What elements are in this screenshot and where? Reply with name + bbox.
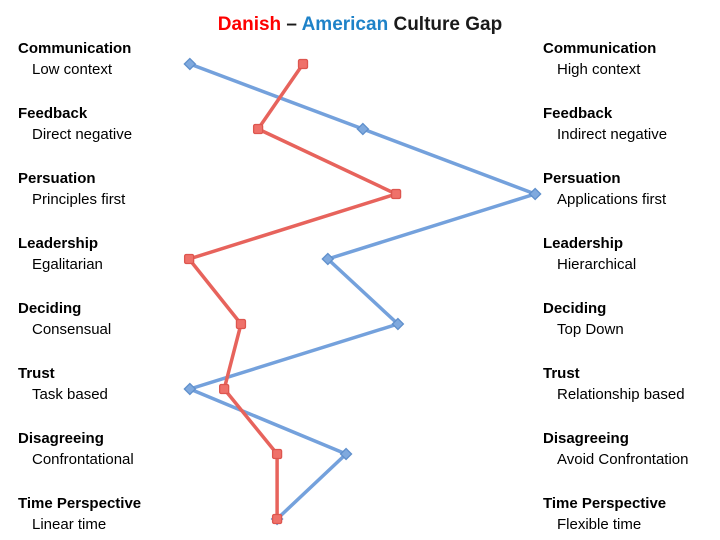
dimension-left-pole-label: Egalitarian <box>32 256 103 273</box>
danish-point-marker <box>297 58 309 70</box>
title-part-3: Culture Gap <box>388 14 503 35</box>
dimension-row-left: Leadership Egalitarian <box>18 233 188 275</box>
danish-line <box>187 62 398 521</box>
dimension-name: Feedback <box>543 105 613 122</box>
dimension-name: Leadership <box>543 235 624 252</box>
dimension-left-pole-label: Direct negative <box>32 126 133 143</box>
dimension-row-left: Communication Low context <box>18 38 188 80</box>
dimension-name: Feedback <box>18 105 88 122</box>
dimension-name: Communication <box>18 40 132 57</box>
american-point-marker <box>391 317 405 331</box>
american-point-marker <box>356 122 370 136</box>
dimension-name: Time Perspective <box>18 495 142 512</box>
dimension-name: Leadership <box>18 235 99 252</box>
dimension-name: Persuation <box>18 170 96 187</box>
dimension-right-pole-label: Top Down <box>557 321 624 338</box>
dimension-name: Communication <box>543 40 657 57</box>
danish-point-marker <box>235 318 247 330</box>
dimension-name: Disagreeing <box>543 430 629 447</box>
dimension-row-left: Time Perspective Linear time <box>18 493 188 535</box>
dimension-left-pole-label: Confrontational <box>32 451 134 468</box>
title-part-1: – <box>281 14 302 35</box>
dimension-name: Deciding <box>543 300 607 317</box>
american-point-marker <box>321 252 335 266</box>
american-point-marker <box>183 382 197 396</box>
dimension-right-pole-label: Indirect negative <box>557 126 668 143</box>
american-line <box>188 62 537 521</box>
danish-point-marker <box>252 123 264 135</box>
dimension-name: Deciding <box>18 300 82 317</box>
dimension-name: Disagreeing <box>18 430 104 447</box>
dimension-name: Trust <box>543 365 580 382</box>
dimension-row-right: Trust Relationship based <box>543 363 718 405</box>
dimension-row-left: Trust Task based <box>18 363 188 405</box>
page-title: Danish – American Culture Gap <box>0 14 720 36</box>
dimension-row-right: Time Perspective Flexible time <box>543 493 718 535</box>
american-point-marker <box>183 57 197 71</box>
dimension-right-pole-label: Relationship based <box>557 386 685 403</box>
danish-point-marker <box>271 513 283 525</box>
title-part-2: American <box>301 14 389 35</box>
dimension-right-pole-label: High context <box>557 61 641 78</box>
dimension-name: Trust <box>18 365 55 382</box>
danish-point-marker <box>183 253 195 265</box>
dimension-name: Persuation <box>543 170 621 187</box>
title-part-0: Danish <box>217 14 282 35</box>
danish-point-marker <box>271 448 283 460</box>
american-point-marker <box>339 447 353 461</box>
dimension-left-pole-label: Linear time <box>32 516 107 533</box>
dimension-row-left: Persuation Principles first <box>18 168 188 210</box>
dimension-row-left: Deciding Consensual <box>18 298 188 340</box>
dimension-left-pole-label: Low context <box>32 61 113 78</box>
dimension-row-right: Feedback Indirect negative <box>543 103 718 145</box>
dimension-name: Time Perspective <box>543 495 667 512</box>
dimension-left-pole-label: Consensual <box>32 321 112 338</box>
dimension-left-pole-label: Task based <box>32 386 108 403</box>
american-point-marker <box>528 187 542 201</box>
dimension-row-right: Communication High context <box>543 38 718 80</box>
dimension-right-pole-label: Flexible time <box>557 516 642 533</box>
dimension-row-left: Feedback Direct negative <box>18 103 188 145</box>
dimension-row-right: Disagreeing Avoid Confrontation <box>543 428 718 470</box>
danish-point-marker <box>219 383 230 395</box>
danish-point-marker <box>390 188 402 200</box>
dimension-right-pole-label: Avoid Confrontation <box>557 451 689 468</box>
dimension-row-right: Leadership Hierarchical <box>543 233 718 275</box>
dimension-row-left: Disagreeing Confrontational <box>18 428 188 470</box>
dimension-row-right: Deciding Top Down <box>543 298 718 340</box>
dimension-row-right: Persuation Applications first <box>543 168 718 210</box>
dimension-right-pole-label: Hierarchical <box>557 256 637 273</box>
dimension-left-pole-label: Principles first <box>32 191 126 208</box>
dimension-right-pole-label: Applications first <box>557 191 667 208</box>
